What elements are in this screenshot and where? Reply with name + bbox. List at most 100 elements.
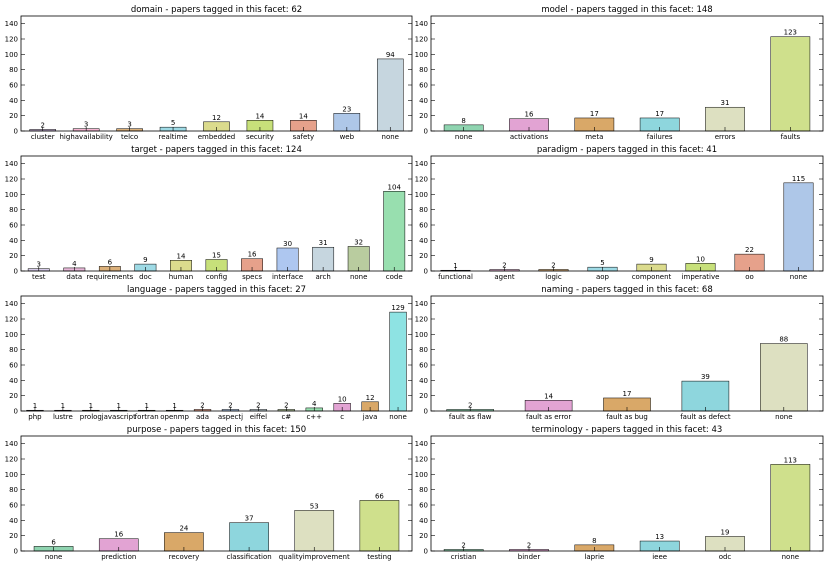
bar-value-label: 2 [461, 541, 465, 549]
bar-value-label: 31 [721, 99, 730, 107]
bar-value-label: 104 [388, 183, 402, 191]
x-tick-label: arch [315, 273, 330, 281]
y-tick-label: 40 [9, 517, 18, 525]
y-tick-label: 20 [419, 532, 428, 540]
y-tick-label: 80 [419, 206, 428, 214]
y-tick-label: 60 [419, 362, 428, 370]
bar-value-label: 31 [319, 239, 328, 247]
y-tick-label: 20 [419, 112, 428, 120]
bar-model-faults [770, 36, 811, 132]
chart-title: model - papers tagged in this facet: 148 [541, 5, 712, 15]
x-tick-label: imperative [682, 273, 720, 281]
y-tick-label: 140 [415, 160, 428, 168]
y-tick-label: 0 [14, 548, 18, 556]
y-tick-label: 120 [5, 316, 18, 324]
bar-value-label: 6 [51, 538, 56, 546]
chart-panel-purpose: purpose - papers tagged in this facet: 1… [5, 425, 413, 561]
x-tick-label: prolog [80, 413, 102, 421]
x-tick-label: openmp [160, 413, 189, 421]
y-tick-label: 140 [415, 440, 428, 448]
y-tick-label: 0 [424, 128, 428, 136]
y-tick-label: 100 [415, 191, 428, 199]
bar-value-label: 1 [89, 402, 93, 410]
bar-value-label: 10 [338, 395, 347, 403]
bar-value-label: 129 [391, 304, 404, 312]
y-tick-label: 0 [14, 128, 18, 136]
bar-domain-none [376, 58, 404, 132]
bar-value-label: 1 [144, 402, 148, 410]
y-tick-label: 100 [5, 51, 18, 59]
bar-value-label: 19 [721, 528, 730, 536]
y-tick-label: 20 [9, 112, 18, 120]
bar-value-label: 37 [245, 515, 254, 523]
x-tick-label: human [169, 273, 193, 281]
y-tick-label: 100 [415, 51, 428, 59]
bar-value-label: 39 [701, 373, 710, 381]
y-tick-label: 120 [415, 316, 428, 324]
x-tick-label: fault as bug [606, 413, 648, 421]
bar-value-label: 88 [779, 336, 788, 344]
y-tick-label: 80 [419, 486, 428, 494]
x-tick-label: odc [719, 553, 732, 561]
x-tick-label: aop [596, 273, 610, 281]
bar-target-code [383, 191, 406, 272]
y-tick-label: 100 [5, 191, 18, 199]
bar-value-label: 2 [200, 401, 204, 409]
bar-value-label: 13 [655, 533, 664, 541]
x-tick-label: requirements [86, 273, 133, 281]
bar-value-label: 123 [784, 29, 797, 37]
y-tick-label: 140 [5, 160, 18, 168]
bar-value-label: 17 [623, 390, 632, 398]
x-tick-label: fortran [135, 413, 159, 421]
y-tick-label: 100 [5, 471, 18, 479]
y-tick-label: 80 [419, 66, 428, 74]
bar-value-label: 1 [61, 402, 65, 410]
bar-value-label: 2 [527, 541, 531, 549]
y-tick-label: 140 [5, 440, 18, 448]
x-tick-label: recovery [169, 553, 200, 561]
x-tick-label: specs [242, 273, 262, 281]
bar-purpose-classification [229, 522, 269, 552]
bar-value-label: 3 [127, 121, 131, 129]
bar-value-label: 53 [310, 502, 319, 510]
x-tick-label: prediction [101, 553, 136, 561]
plot-frame [430, 155, 824, 272]
bar-paradigm-none [783, 182, 814, 272]
y-tick-label: 80 [9, 486, 18, 494]
plot-frame [430, 435, 824, 552]
y-tick-label: 60 [9, 82, 18, 90]
bar-value-label: 9 [649, 256, 653, 264]
bar-value-label: 2 [256, 401, 260, 409]
chart-title: naming - papers tagged in this facet: 68 [541, 285, 713, 295]
chart-title: target - papers tagged in this facet: 12… [131, 145, 302, 155]
chart-panel-naming: naming - papers tagged in this facet: 68… [415, 285, 824, 421]
x-tick-label: cluster [31, 133, 55, 141]
plot-frame [430, 295, 824, 412]
y-tick-label: 120 [415, 176, 428, 184]
x-tick-label: embedded [198, 133, 236, 141]
bar-value-label: 3 [84, 121, 88, 129]
x-tick-label: none [455, 133, 472, 141]
bar-value-label: 14 [255, 112, 264, 120]
bar-value-label: 15 [212, 252, 221, 260]
bar-value-label: 4 [72, 260, 77, 268]
bar-naming-none [760, 343, 808, 412]
bar-value-label: 3 [37, 261, 41, 269]
bar-value-label: 5 [600, 259, 604, 267]
bar-value-label: 16 [114, 531, 123, 539]
x-tick-label: ieee [652, 553, 667, 561]
x-tick-label: activations [510, 133, 549, 141]
chart-title: purpose - papers tagged in this facet: 1… [127, 425, 306, 435]
y-tick-label: 120 [5, 176, 18, 184]
y-tick-label: 60 [9, 222, 18, 230]
y-tick-label: 40 [419, 517, 428, 525]
bar-value-label: 22 [745, 246, 754, 254]
x-tick-label: fault as flaw [449, 413, 492, 421]
x-tick-label: code [386, 273, 403, 281]
plot-frame [20, 155, 413, 272]
bar-value-label: 113 [784, 456, 797, 464]
plot-frame [20, 295, 413, 412]
x-tick-label: lustre [53, 413, 73, 421]
bar-value-label: 5 [171, 119, 175, 127]
y-tick-label: 80 [9, 206, 18, 214]
